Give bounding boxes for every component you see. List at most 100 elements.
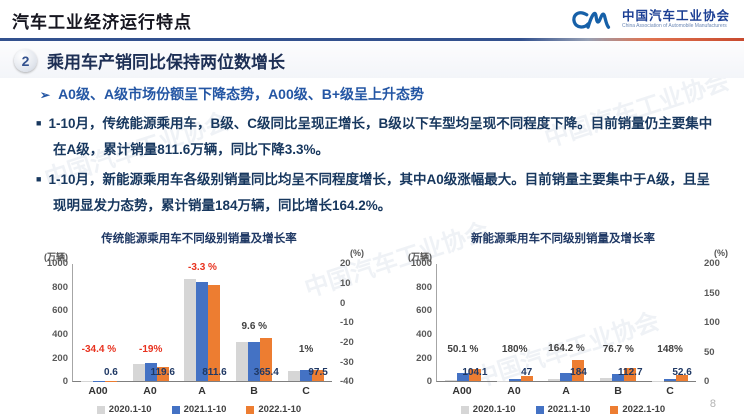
bar-cluster xyxy=(541,359,593,382)
x-axis-label: B xyxy=(250,385,258,398)
sub-heading-text: A0级、A级市场份额呈下降态势，A00级、B+级呈上升态势 xyxy=(58,86,425,102)
bar-group: 50.1 % 104.1 xyxy=(437,264,489,382)
bar-group: 9.6 % 365.4 xyxy=(228,264,280,382)
bar-cluster xyxy=(437,368,489,382)
x-axis-label: A0 xyxy=(143,385,157,398)
bar-2021.1-10 xyxy=(664,378,677,382)
bar-cluster xyxy=(592,367,644,382)
plot-area: 1000 800 600 400 200 0 20 10 0 -10 -20 -30 -40 -34.4 … xyxy=(47,259,354,387)
square-bullet-icon: ■ xyxy=(36,118,42,128)
y-axis-tick-left: 600 xyxy=(416,305,432,317)
legend-label: 2021.1-10 xyxy=(183,404,227,416)
bar-2021.1-10 xyxy=(144,363,157,382)
value-label: 184 xyxy=(570,367,587,379)
legend-label: 2020.1-10 xyxy=(108,404,152,416)
bar-2020.1-10 xyxy=(184,278,197,382)
section-title: 乘用车产销同比保持两位数增长 xyxy=(47,53,285,72)
y-axis-tick-right: 200 xyxy=(704,258,720,270)
logo-org-name: 中国汽车工业协会 xyxy=(621,9,730,24)
y-axis-tick-right: -30 xyxy=(340,356,354,368)
y-axis-tick-left: 1000 xyxy=(410,258,432,270)
bar-2020.1-10 xyxy=(80,380,93,382)
y-axis-tick-left: 800 xyxy=(52,281,68,293)
value-label: 0.6 xyxy=(103,367,118,379)
bar-2020.1-10 xyxy=(548,378,561,382)
value-label: 97.5 xyxy=(308,367,328,379)
bar-cluster xyxy=(73,380,125,382)
chart-title: 新能源乘用车不同级别销量及增长率 xyxy=(471,233,655,246)
chart-new-energy: 新能源乘用车不同级别销量及增长率 (万辆) (%) 1000 800 600 400 2… xyxy=(394,230,732,415)
bar-2021.1-10 xyxy=(508,379,521,382)
bar-cluster xyxy=(280,369,332,382)
y-axis-tick-right: 100 xyxy=(704,317,720,329)
bar-2022.1-10 xyxy=(676,375,689,382)
page-title: 汽车工业经济运行特点 xyxy=(12,12,192,32)
left-axis-unit: (万辆) xyxy=(408,252,432,263)
value-label: 365.4 xyxy=(253,367,279,379)
bar-group: 76.7 % 112.7 xyxy=(592,264,644,382)
bar-2021.1-10 xyxy=(612,373,625,382)
chart-legend: 2020.1-10 2021.1-10 2022.1-10 xyxy=(30,404,368,415)
x-axis-labels: A00 A0 A B C xyxy=(436,385,696,397)
bar-2020.1-10 xyxy=(652,380,665,382)
growth-rate-label: 50.1 % xyxy=(447,344,479,356)
y-axis-tick-right: 20 xyxy=(340,258,351,270)
x-axis-label: A xyxy=(562,385,570,398)
logo-org-name-en: China Association of Automobile Manufact… xyxy=(621,23,727,30)
value-label: 811.6 xyxy=(202,367,227,379)
y-axis-tick-left: 1000 xyxy=(46,258,68,270)
legend-swatch xyxy=(610,405,619,414)
legend-item: 2022.1-10 xyxy=(246,404,301,415)
bar-cluster xyxy=(228,338,280,382)
value-label: 47 xyxy=(521,367,533,379)
bar-2021.1-10 xyxy=(196,281,209,382)
bullet-item: ■ 1-10月，传统能源乘用车，B级、C级同比呈现正增长，B级以下车型均呈现不同程… xyxy=(36,111,720,164)
legend-label: 2022.1-10 xyxy=(258,404,302,416)
chart-traditional-energy: 传统能源乘用车不同级别销量及增长率 (万辆) (%) 1000 800 600 400… xyxy=(30,230,368,415)
x-axis-labels: A00 A0 A B C xyxy=(72,385,332,397)
legend-label: 2020.1-10 xyxy=(472,404,516,416)
y-axis-tick-left: 200 xyxy=(52,352,68,364)
bar-2020.1-10 xyxy=(600,378,613,382)
growth-rate-label: -34.4 % xyxy=(81,344,117,356)
legend-swatch xyxy=(535,405,544,414)
legend-item: 2021.1-10 xyxy=(535,404,591,416)
legend-label: 2021.1-10 xyxy=(547,404,591,416)
bar-2022.1-10 xyxy=(260,338,273,382)
bar-2020.1-10 xyxy=(236,342,249,382)
x-axis-label: A xyxy=(198,385,206,398)
bar-2022.1-10 xyxy=(520,375,533,382)
plot-outer: (万辆) (%) 1000 800 600 400 200 0 20 10 0 -10 -20 -30… xyxy=(44,248,364,387)
legend-swatch xyxy=(171,405,180,414)
bar-cluster xyxy=(177,278,229,382)
logo-text: 中国汽车工业协会 China Association of Automobile… xyxy=(622,10,730,29)
header-divider xyxy=(0,38,744,41)
x-axis-label: A0 xyxy=(507,385,521,398)
bar-group: -34.4 % 0.6 xyxy=(73,264,125,382)
y-axis-tick-left: 0 xyxy=(426,376,432,388)
bullet-text: 1-10月，传统能源乘用车，B级、C级同比呈现正增长，B级以下车型均呈现不同程度… xyxy=(48,116,713,158)
bar-group: -3.3 % 811.6 xyxy=(177,262,229,382)
legend-item: 2020.1-10 xyxy=(460,404,516,416)
slide-header: 汽车工业经济运行特点 中国汽车工业协会 China Association of… xyxy=(0,0,744,38)
chart-legend: 2020.1-10 2021.1-10 2022.1-10 xyxy=(394,404,732,415)
plot-outer: (万辆) (%) 1000 800 600 400 200 0 200 150 100 50 0 50… xyxy=(408,248,728,387)
bar-2022.1-10 xyxy=(208,285,221,382)
bar-2022.1-10 xyxy=(624,367,637,382)
y-axis-tick-right: 50 xyxy=(704,346,715,358)
left-axis-unit: (万辆) xyxy=(44,252,68,263)
y-axis-tick-left: 400 xyxy=(52,329,68,341)
page-number: 8 xyxy=(709,398,716,410)
y-axis-tick-right: -40 xyxy=(340,376,354,388)
section-banner: 2 乘用车产销同比保持两位数增长 xyxy=(0,41,744,78)
right-axis-unit: (%) xyxy=(350,248,364,259)
bar-2021.1-10 xyxy=(456,373,469,382)
arrow-bullet-icon: ➢ xyxy=(40,88,51,102)
bar-2022.1-10 xyxy=(572,359,585,382)
section-number-badge: 2 xyxy=(14,49,37,72)
bullet-list: ■ 1-10月，传统能源乘用车，B级、C级同比呈现正增长，B级以下车型均呈现不同程… xyxy=(0,106,744,219)
legend-item: 2021.1-10 xyxy=(171,404,227,416)
bar-2020.1-10 xyxy=(496,380,509,382)
y-axis-tick-right: 10 xyxy=(340,277,351,289)
bar-cluster xyxy=(125,363,177,382)
